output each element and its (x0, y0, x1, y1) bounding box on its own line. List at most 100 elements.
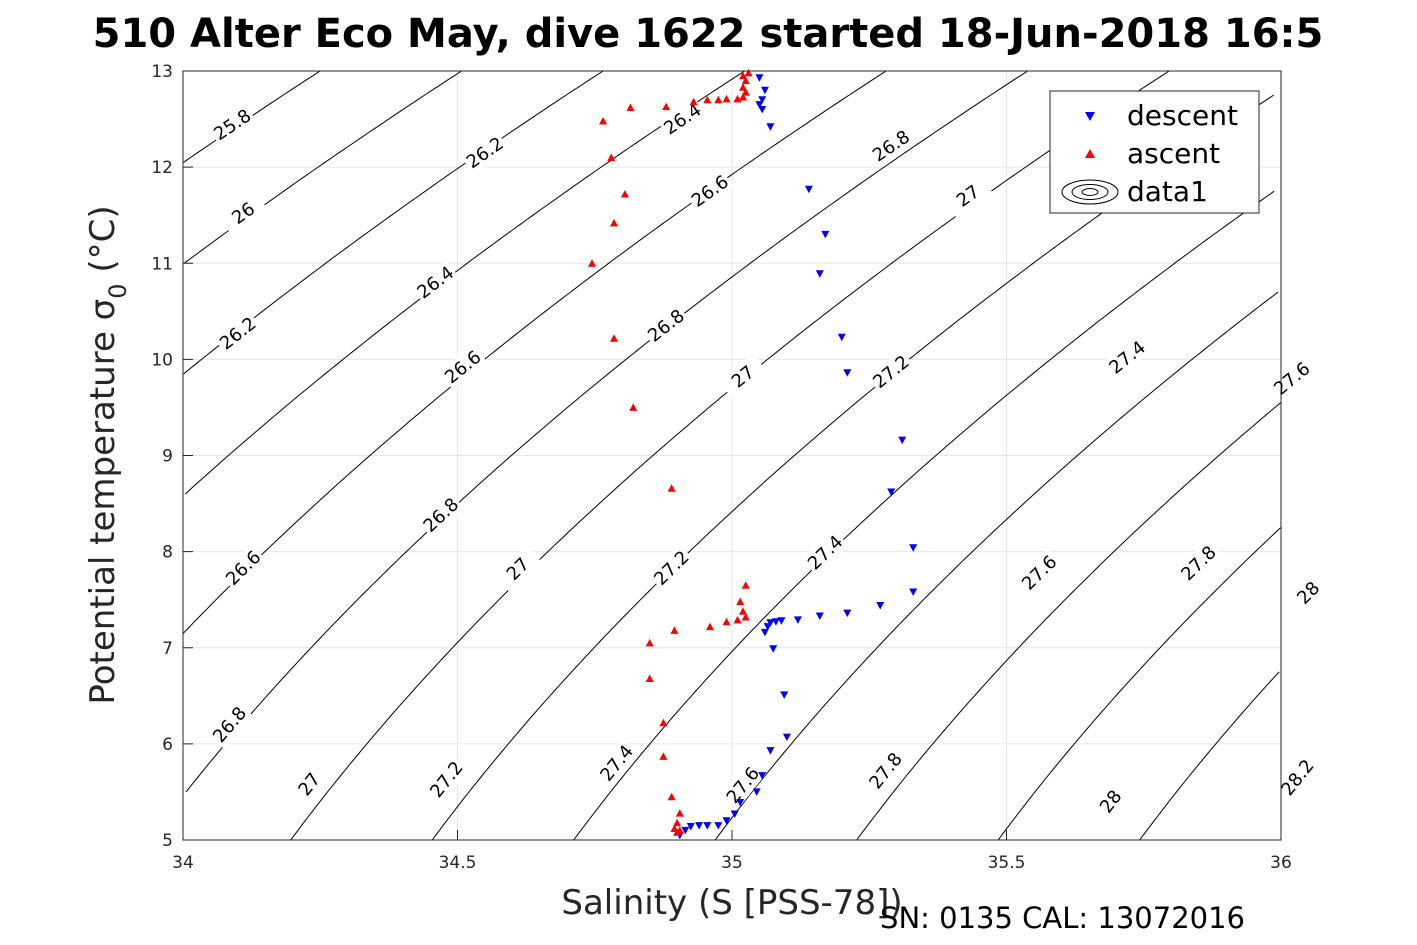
x-axis-ticks: 34 34.5 35 35.5 36 (172, 830, 1292, 873)
y-axis-label-subscript: 0 (104, 283, 132, 298)
ascent-point (645, 674, 654, 682)
ascent-point (703, 95, 712, 104)
descent-point (837, 333, 846, 342)
contour-label-bg (219, 544, 267, 592)
ascent-point (620, 190, 629, 198)
y-tick-label: 5 (162, 831, 173, 851)
ascent-point (673, 818, 682, 827)
descent-point (686, 823, 695, 831)
contour-label-bg (1275, 753, 1320, 802)
data-points (588, 68, 918, 840)
ascent-point (733, 94, 742, 103)
contour-line (1139, 671, 1280, 841)
x-tick-label: 35 (721, 853, 743, 873)
descent-point (843, 369, 852, 377)
x-tick-label: 36 (1270, 853, 1292, 873)
contour-label-bg (685, 169, 735, 213)
contour-label-bg (1267, 356, 1316, 402)
ascent-point (689, 97, 698, 106)
ascent-point (739, 93, 747, 101)
contour-line (182, 70, 887, 634)
contour-label-bg (658, 97, 707, 141)
descent-point (769, 645, 778, 653)
ascent-point (736, 597, 745, 606)
chart-title: 510 Alter Eco May, dive 1622 started 18-… (93, 11, 1324, 57)
ascent-point (741, 613, 750, 621)
ascent-point (739, 83, 747, 91)
descent-point (755, 101, 764, 109)
descent-point (722, 817, 731, 825)
contour-label-bg (1015, 549, 1063, 597)
x-tick-label: 35.5 (988, 853, 1026, 873)
x-tick-label: 34 (172, 853, 194, 873)
descent-point (887, 488, 896, 496)
descent-point (843, 609, 852, 618)
contour-label-bg (718, 354, 767, 400)
contour-line (431, 94, 1275, 841)
contour-label-bg (1103, 335, 1152, 380)
descent-point (752, 788, 761, 796)
contour-label-bg (866, 124, 916, 168)
descent-point (703, 822, 712, 830)
descent-point (755, 74, 764, 82)
ascent-point (659, 752, 668, 760)
contour-label-bg (801, 529, 849, 576)
ascent-point (607, 153, 616, 161)
legend: descent ascent data1 (1049, 90, 1260, 214)
contour-label-bg (460, 131, 510, 175)
y-axis-label-unit: (°C) (83, 205, 123, 283)
ascent-point (667, 484, 676, 492)
contour-label-bg (424, 755, 469, 804)
descent-point (760, 86, 769, 95)
ascent-point (610, 334, 618, 342)
y-tick-label: 12 (151, 158, 173, 178)
legend-descent-label: descent (1127, 99, 1238, 132)
descent-point (782, 733, 791, 742)
legend-ascent-marker (1085, 149, 1095, 158)
contour-label-bg (411, 260, 460, 305)
descent-point (766, 619, 775, 627)
contour-label-bg (213, 311, 263, 356)
legend-contour-icon (1061, 179, 1119, 205)
contour-label-bg (642, 303, 691, 348)
legend-ascent-label: ascent (1127, 137, 1220, 170)
descent-point (758, 772, 767, 780)
ascent-point (741, 88, 750, 96)
legend-descent-marker (1085, 112, 1095, 121)
descent-point (780, 691, 789, 699)
ascent-point (741, 581, 750, 589)
ascent-point (706, 622, 714, 631)
ascent-point (741, 76, 750, 85)
contour-line (573, 190, 1275, 841)
ascent-point (675, 809, 684, 817)
descent-point (714, 822, 723, 830)
y-tick-label: 13 (151, 62, 173, 82)
footer-serial-calibration: SN: 0135 CAL: 13072016 (880, 901, 1245, 935)
ascent-point (645, 638, 654, 647)
contour-label-bg (417, 492, 465, 539)
contour-line (184, 70, 462, 264)
contour-label-bg (648, 544, 696, 592)
y-tick-label: 10 (151, 350, 173, 370)
y-tick-label: 11 (151, 254, 173, 274)
descent-point (804, 185, 813, 194)
y-tick-label: 6 (162, 735, 173, 755)
legend-box (1049, 90, 1260, 214)
y-tick-label: 8 (162, 543, 173, 563)
contour-label-bg (594, 739, 640, 788)
descent-point (681, 826, 690, 835)
descent-point (758, 106, 767, 114)
y-axis-label-main: Potential temperature σ (83, 299, 123, 705)
contour-line (185, 70, 1028, 793)
ascent-point (744, 68, 753, 77)
contour-label-bg (943, 174, 993, 218)
descent-point (876, 602, 885, 610)
contour-line (856, 402, 1282, 841)
descent-point (766, 747, 775, 755)
x-axis-label: Salinity (S [PSS-78]) (561, 883, 902, 923)
ascent-point (629, 403, 638, 411)
ascent-point (739, 71, 747, 80)
contour-label-bg (720, 761, 766, 810)
descent-point (909, 544, 918, 552)
y-tick-label: 9 (162, 447, 173, 467)
